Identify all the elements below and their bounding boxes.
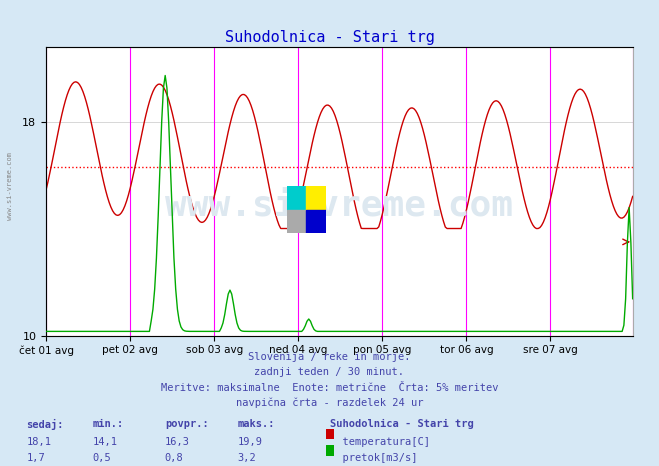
Bar — [306, 186, 326, 210]
Bar — [287, 186, 306, 210]
Text: 1,7: 1,7 — [26, 453, 45, 463]
Text: www.si-vreme.com: www.si-vreme.com — [7, 152, 13, 220]
Text: 19,9: 19,9 — [237, 437, 262, 447]
Text: Slovenija / reke in morje.: Slovenija / reke in morje. — [248, 352, 411, 362]
Text: pretok[m3/s]: pretok[m3/s] — [330, 453, 417, 463]
Text: www.si-vreme.com: www.si-vreme.com — [165, 189, 513, 222]
Text: 0,5: 0,5 — [92, 453, 111, 463]
Text: 18,1: 18,1 — [26, 437, 51, 447]
Bar — [287, 210, 306, 233]
Text: navpična črta - razdelek 24 ur: navpična črta - razdelek 24 ur — [236, 398, 423, 409]
Text: Suhodolnica - Stari trg: Suhodolnica - Stari trg — [225, 30, 434, 45]
Text: Suhodolnica - Stari trg: Suhodolnica - Stari trg — [330, 419, 473, 430]
Bar — [306, 210, 326, 233]
Text: 14,1: 14,1 — [92, 437, 117, 447]
Text: Meritve: maksimalne  Enote: metrične  Črta: 5% meritev: Meritve: maksimalne Enote: metrične Črta… — [161, 383, 498, 392]
Text: 0,8: 0,8 — [165, 453, 183, 463]
Text: maks.:: maks.: — [237, 419, 275, 429]
Text: sedaj:: sedaj: — [26, 419, 64, 431]
Text: zadnji teden / 30 minut.: zadnji teden / 30 minut. — [254, 367, 405, 377]
Text: 3,2: 3,2 — [237, 453, 256, 463]
Text: povpr.:: povpr.: — [165, 419, 208, 429]
Text: temperatura[C]: temperatura[C] — [330, 437, 430, 447]
Text: min.:: min.: — [92, 419, 123, 429]
Text: 16,3: 16,3 — [165, 437, 190, 447]
